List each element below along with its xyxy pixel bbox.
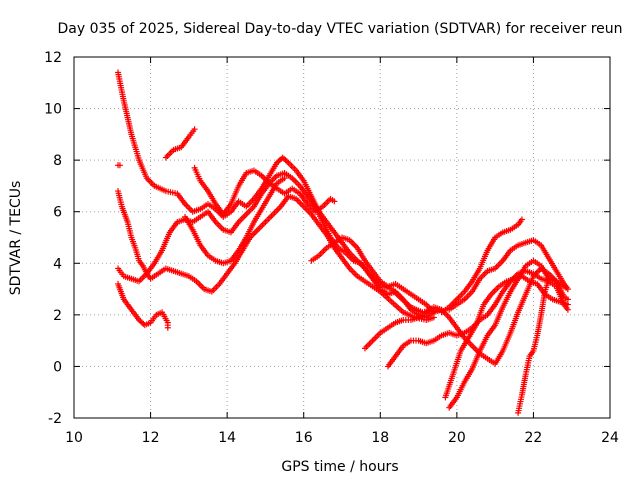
data-point — [164, 324, 171, 331]
x-tick-label: 16 — [295, 430, 313, 446]
x-tick-label: 24 — [601, 430, 619, 446]
data-point — [518, 216, 525, 223]
plot-frame — [73, 56, 611, 419]
y-axis-label: SDTVAR / TECUs — [8, 181, 24, 296]
x-tick-label: 18 — [371, 430, 389, 446]
y-tick-label: 0 — [53, 359, 62, 375]
x-tick-label: 12 — [142, 430, 160, 446]
data-point — [430, 309, 437, 316]
y-tick-labels: -2 0 2 4 6 8 10 12 — [44, 50, 62, 427]
data-point — [564, 306, 571, 313]
y-tick-label: 8 — [53, 153, 62, 169]
data-point — [116, 162, 123, 169]
data-point — [191, 126, 198, 133]
x-tick-label: 14 — [218, 430, 236, 446]
x-tick-labels: 10 12 14 16 18 20 22 24 — [65, 430, 619, 446]
data-point — [564, 301, 571, 308]
x-axis-label: GPS time / hours — [281, 459, 398, 475]
data-point — [281, 175, 288, 182]
y-tick-label: 12 — [44, 50, 62, 66]
data-point — [564, 296, 571, 303]
y-tick-label: 2 — [53, 308, 62, 324]
x-tick-label: 10 — [65, 430, 83, 446]
y-tick-label: 6 — [53, 205, 62, 221]
x-tick-label: 22 — [525, 430, 543, 446]
chart-title: Day 035 of 2025, Sidereal Day-to-day VTE… — [57, 21, 622, 37]
data-point — [564, 286, 571, 293]
data-point — [545, 275, 552, 282]
y-tick-label: 10 — [44, 102, 62, 118]
x-tick-label: 20 — [448, 430, 466, 446]
data-markers — [115, 69, 571, 416]
data-point — [430, 314, 437, 321]
y-tick-label: -2 — [48, 411, 62, 427]
tick-marks — [73, 56, 611, 419]
data-point — [331, 198, 338, 205]
y-tick-label: 4 — [53, 256, 62, 272]
